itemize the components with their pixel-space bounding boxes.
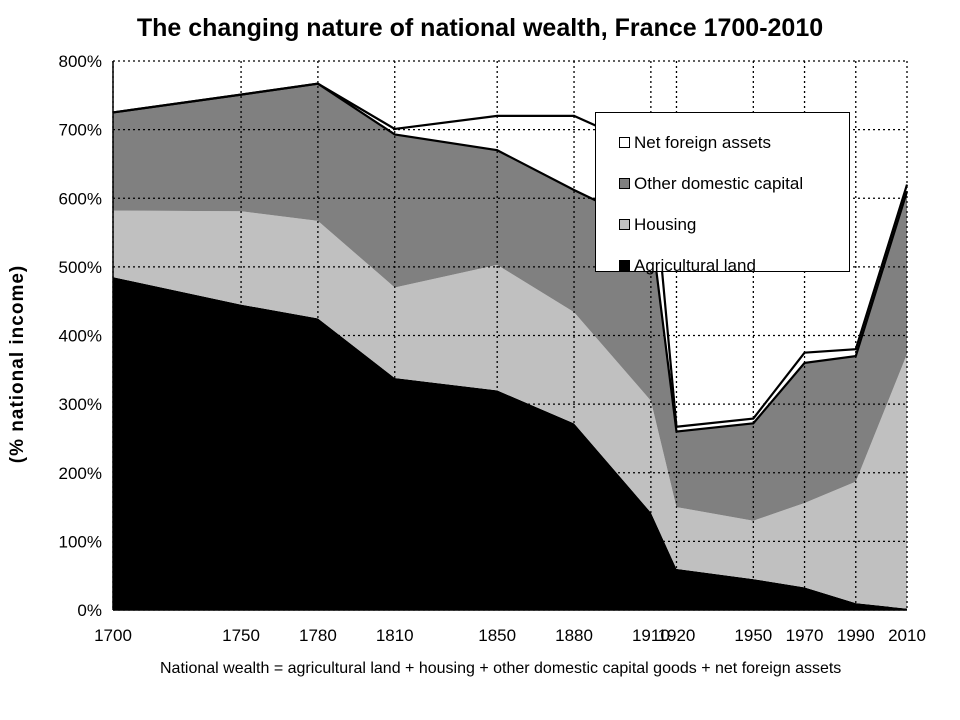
y-tick-label: 700%	[59, 121, 102, 140]
series-area-agricultural-land	[113, 277, 907, 610]
legend-item: Agricultural land	[596, 245, 849, 286]
series-area-other-domestic-capital	[113, 83, 907, 521]
x-tick-label: 1750	[222, 626, 260, 645]
y-tick-label: 200%	[59, 464, 102, 483]
y-tick-label: 600%	[59, 189, 102, 208]
y-tick-label: 400%	[59, 327, 102, 346]
x-tick-label: 2010	[888, 626, 926, 645]
legend-label: Other domestic capital	[634, 173, 804, 193]
y-tick-label: 300%	[59, 395, 102, 414]
chart-title: The changing nature of national wealth, …	[136, 14, 824, 42]
x-tick-label: 1780	[299, 626, 337, 645]
x-tick-label: 1810	[376, 626, 414, 645]
legend-item: Net foreign assets	[596, 122, 849, 163]
y-tick-label: 100%	[59, 532, 102, 551]
y-tick-label: 0%	[77, 601, 102, 620]
legend-swatch	[619, 137, 630, 148]
series-area-housing	[113, 210, 907, 609]
legend-label: Agricultural land	[634, 255, 756, 275]
x-tick-label: 1850	[478, 626, 516, 645]
legend-item: Other domestic capital	[596, 163, 849, 204]
x-tick-label: 1950	[734, 626, 772, 645]
x-tick-label: 1910	[632, 626, 670, 645]
series-area-net-foreign-assets	[113, 83, 907, 432]
legend-swatch	[619, 219, 630, 230]
x-tick-label: 1880	[555, 626, 593, 645]
legend-item: Housing	[596, 204, 849, 245]
legend-swatch	[619, 260, 630, 271]
legend: Net foreign assets Other domestic capital…	[595, 112, 850, 275]
y-tick-label: 500%	[59, 258, 102, 277]
x-tick-label: 1970	[786, 626, 824, 645]
y-tick-label: 800%	[59, 52, 102, 71]
legend-label: Net foreign assets	[634, 132, 772, 152]
legend-swatch	[619, 178, 630, 189]
x-tick-label: 1700	[94, 626, 132, 645]
x-tick-label: 1920	[658, 626, 696, 645]
x-axis-footnote: National wealth = agricultural land + ho…	[160, 660, 842, 677]
legend-label: Housing	[634, 214, 697, 234]
x-tick-label: 1990	[837, 626, 875, 645]
